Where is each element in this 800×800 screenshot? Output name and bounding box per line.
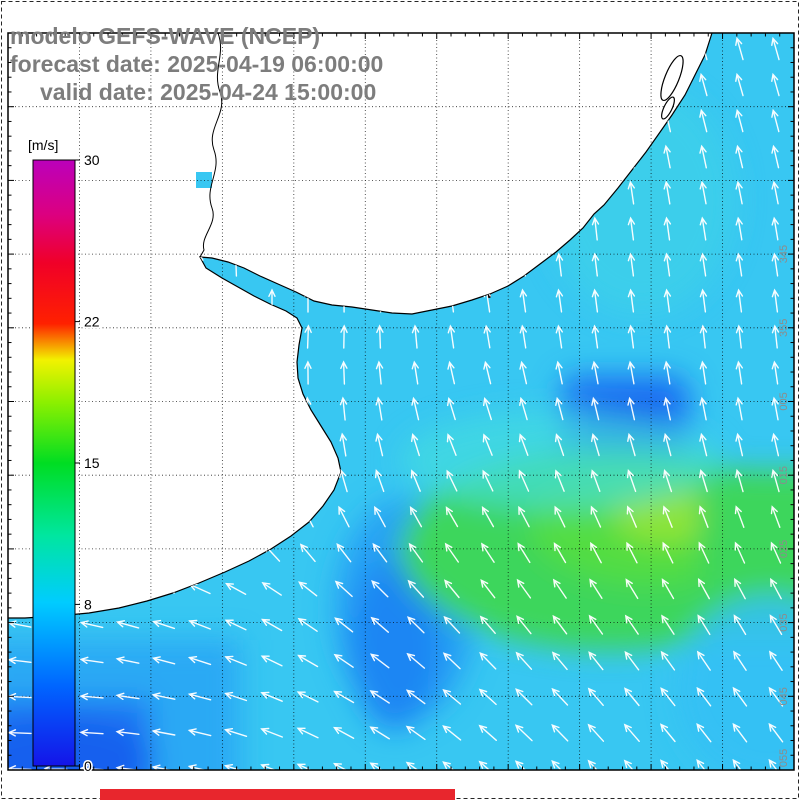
svg-text:8: 8 — [84, 596, 92, 612]
coastline — [8, 32, 713, 619]
colorbar-gradient — [32, 159, 76, 767]
lagoon-outline-small — [661, 96, 675, 120]
river-path — [199, 32, 223, 258]
svg-text:345: 345 — [778, 245, 790, 263]
svg-text:30: 30 — [84, 152, 100, 168]
svg-text:015: 015 — [778, 466, 790, 484]
valid-date: valid date: 2025-04-24 15:00:00 — [40, 79, 377, 105]
header: modelo GEFS-WAVE (NCEP) forecast date: 2… — [10, 22, 383, 106]
wave-speed-field — [8, 33, 794, 770]
svg-text:0: 0 — [84, 758, 92, 774]
edge-labels: 345 355 005 015 025 035 045 055 — [778, 245, 790, 767]
forecast-date: forecast date: 2025-04-19 06:00:00 — [10, 51, 384, 77]
lagoon-outline — [660, 54, 684, 102]
svg-text:025: 025 — [778, 540, 790, 558]
svg-text:355: 355 — [778, 319, 790, 337]
model-title: modelo GEFS-WAVE (NCEP) — [10, 23, 321, 49]
svg-text:22: 22 — [84, 314, 100, 330]
colorbar-ticks: 30 22 15 8 0 — [75, 151, 101, 776]
svg-text:15: 15 — [84, 455, 100, 471]
svg-text:005: 005 — [778, 392, 790, 410]
map-border — [7, 32, 795, 771]
banner-strip — [100, 789, 455, 800]
colorbar: [m/s] 30 22 15 8 0 — [27, 136, 102, 776]
svg-text:055: 055 — [778, 749, 790, 767]
svg-text:045: 045 — [778, 687, 790, 705]
colorbar-unit: [m/s] — [28, 137, 58, 153]
svg-text:035: 035 — [778, 613, 790, 631]
coast-path — [8, 32, 713, 619]
